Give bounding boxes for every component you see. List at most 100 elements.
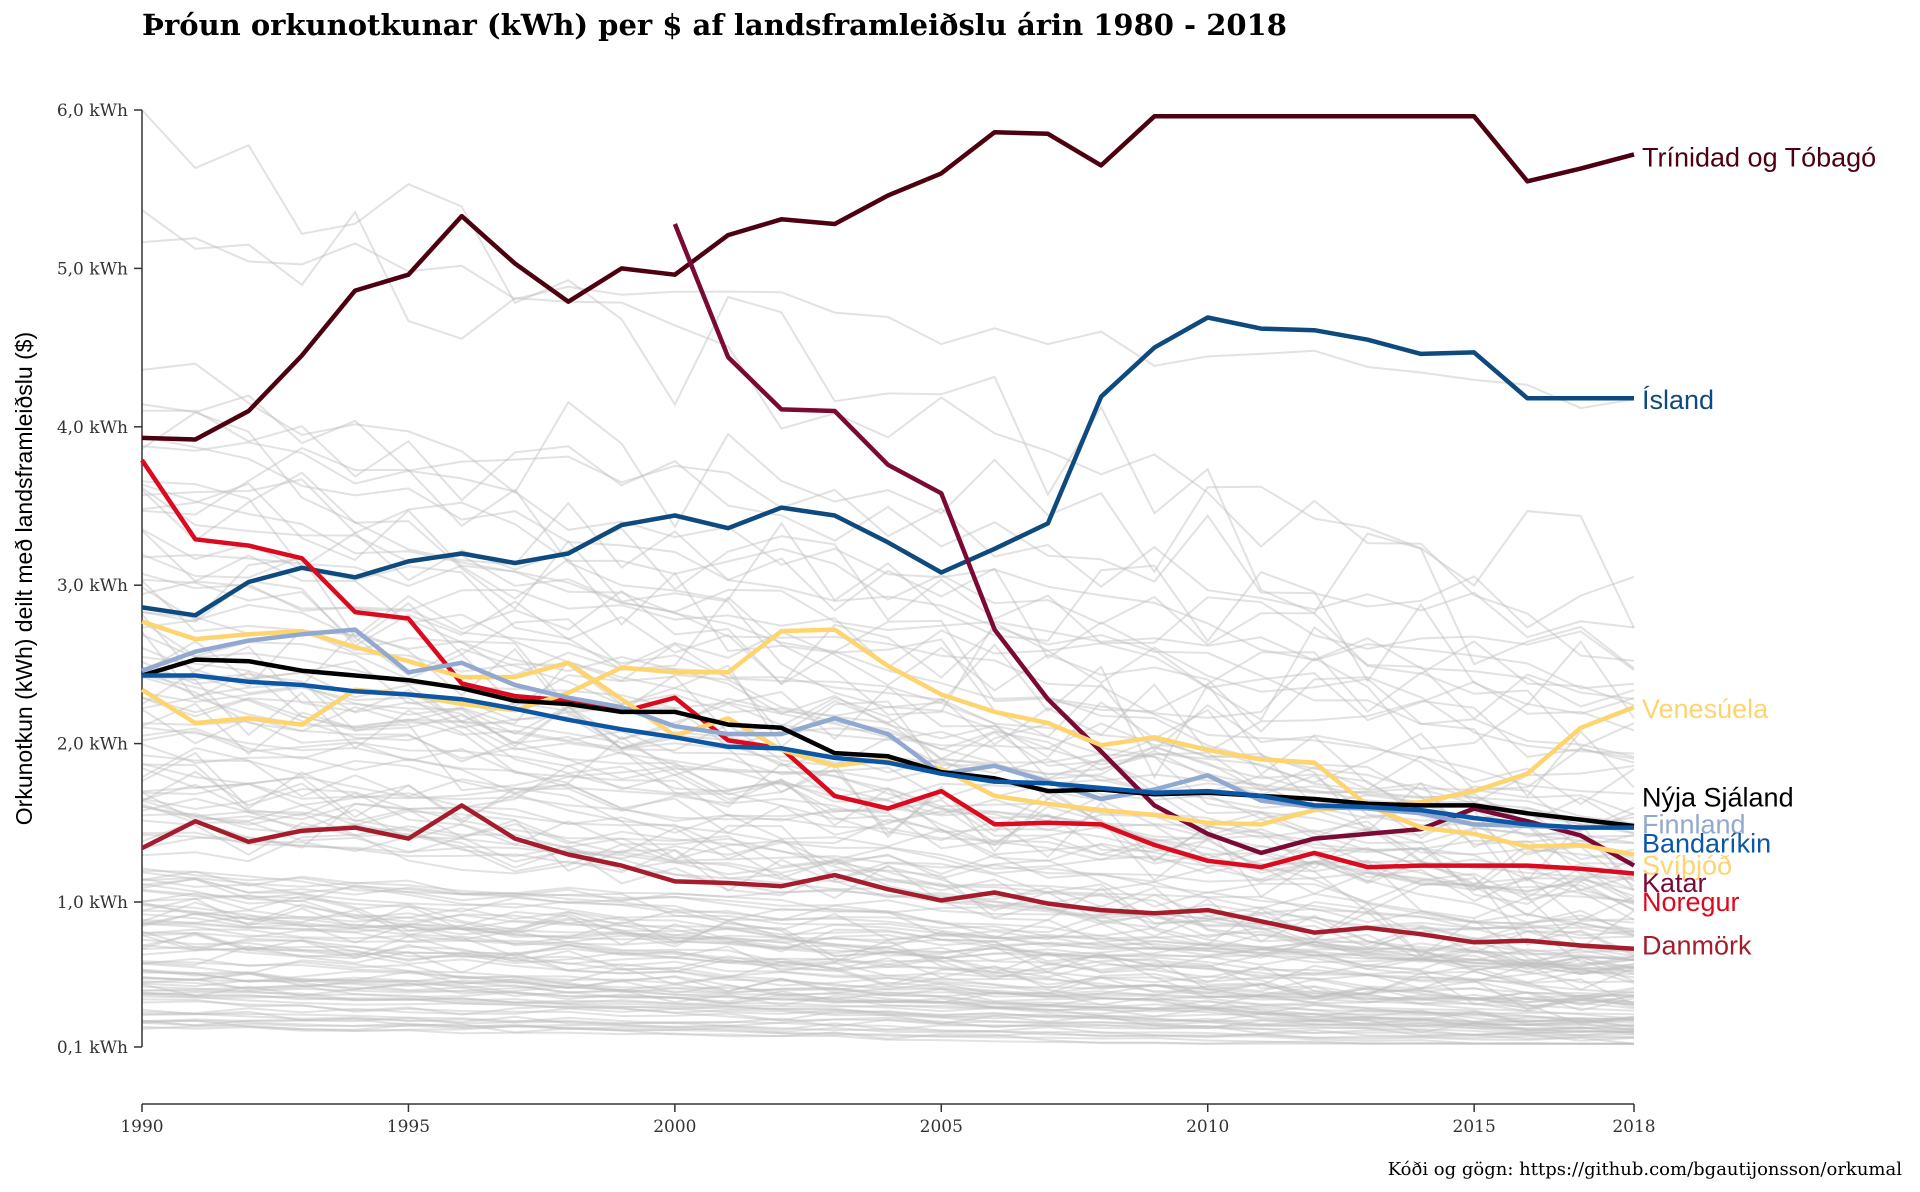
background-line bbox=[141, 696, 1635, 835]
background-line bbox=[141, 870, 1635, 933]
background-line bbox=[141, 983, 1635, 1010]
series-end-label: Nýja Sjáland bbox=[1642, 782, 1794, 812]
background-line bbox=[141, 918, 1635, 1026]
background-line bbox=[141, 676, 1635, 950]
background-line bbox=[141, 985, 1635, 1016]
background-line bbox=[141, 1018, 1635, 1037]
series-end-label: Ísland bbox=[1642, 385, 1714, 415]
background-line bbox=[141, 762, 1635, 904]
background-line bbox=[141, 1019, 1634, 1045]
background-line bbox=[141, 922, 1635, 1002]
background-line bbox=[141, 901, 1635, 991]
y-tick-label: 4,0 kWh bbox=[57, 418, 128, 438]
x-tick-label: 2000 bbox=[653, 1117, 696, 1137]
background-line bbox=[141, 435, 1635, 758]
background-line bbox=[141, 913, 1635, 1020]
background-line bbox=[141, 767, 1635, 962]
background-line bbox=[141, 869, 1635, 975]
series-end-label: Noregur bbox=[1642, 887, 1740, 917]
background-line bbox=[141, 667, 1635, 792]
y-tick-label: 6,0 kWh bbox=[57, 101, 128, 121]
background-line bbox=[141, 720, 1635, 881]
background-line bbox=[141, 976, 1635, 1027]
background-line bbox=[141, 945, 1635, 1027]
background-line bbox=[141, 631, 1635, 947]
background-line bbox=[141, 1000, 1635, 1040]
background-line bbox=[141, 978, 1635, 1026]
series-end-label: Bandaríkin bbox=[1642, 828, 1771, 858]
background-line bbox=[141, 579, 1635, 749]
background-line bbox=[141, 696, 1635, 806]
background-line bbox=[141, 878, 1635, 973]
series-line bbox=[140, 458, 1635, 876]
background-line bbox=[141, 782, 1635, 852]
axes: 0,1 kWh 1,0 kWh 2,0 kWh 3,0 kWh 4,0 kWh 5,0 k… bbox=[57, 101, 1656, 1137]
background-line bbox=[141, 979, 1635, 1004]
background-line bbox=[141, 791, 1635, 979]
background-line bbox=[141, 478, 1635, 707]
background-line bbox=[141, 915, 1635, 971]
background-line bbox=[141, 675, 1635, 917]
background-line bbox=[141, 557, 1635, 750]
background-line bbox=[141, 833, 1635, 894]
background-line bbox=[141, 580, 1635, 861]
background-line bbox=[141, 959, 1635, 1006]
background-line bbox=[141, 628, 1635, 760]
background-line bbox=[141, 932, 1635, 1013]
background-line bbox=[141, 957, 1635, 1034]
background-line bbox=[141, 930, 1635, 984]
background-line bbox=[142, 409, 1635, 629]
series-end-label: Finnland bbox=[1642, 809, 1746, 839]
series-end-label: Venesúela bbox=[1642, 694, 1769, 724]
background-line bbox=[141, 572, 1635, 827]
x-tick-label: 1995 bbox=[387, 1117, 430, 1137]
background-line bbox=[141, 934, 1635, 1010]
y-tick-label: 5,0 kWh bbox=[57, 259, 128, 279]
background-line bbox=[141, 1019, 1635, 1039]
background-line bbox=[141, 1007, 1635, 1025]
background-line bbox=[141, 833, 1635, 903]
background-line bbox=[141, 945, 1635, 1007]
background-line bbox=[141, 730, 1635, 832]
background-line bbox=[141, 812, 1635, 936]
x-tick-label: 2010 bbox=[1186, 1117, 1229, 1137]
series-line bbox=[140, 803, 1635, 951]
y-tick-label: 0,1 kWh bbox=[57, 1038, 128, 1058]
series-line bbox=[141, 657, 1635, 829]
background-line bbox=[141, 971, 1635, 999]
background-line bbox=[141, 237, 1635, 410]
x-tick-label: 2015 bbox=[1453, 1117, 1496, 1137]
background-line bbox=[141, 783, 1635, 962]
background-line bbox=[141, 903, 1635, 994]
background-line bbox=[141, 998, 1635, 1034]
background-line bbox=[141, 928, 1635, 971]
background-line bbox=[141, 991, 1635, 1023]
background-line bbox=[141, 989, 1635, 1034]
background-line bbox=[141, 883, 1635, 1008]
y-axis-label: Orkunotkun (kWh) deilt með landsframleið… bbox=[10, 331, 37, 826]
series-end-label: Trínidad og Tóbagó bbox=[1642, 143, 1876, 173]
background-line bbox=[141, 969, 1635, 1025]
y-tick-label: 2,0 kWh bbox=[57, 735, 128, 755]
background-line bbox=[141, 1008, 1635, 1045]
background-line bbox=[141, 726, 1635, 902]
background-line bbox=[141, 805, 1635, 983]
background-line bbox=[141, 933, 1635, 984]
background-line bbox=[141, 968, 1635, 1004]
background-line bbox=[141, 803, 1635, 975]
background-line bbox=[141, 980, 1635, 1006]
background-line bbox=[141, 528, 1635, 798]
background-line bbox=[141, 1019, 1634, 1045]
background-line bbox=[141, 553, 1635, 690]
background-line bbox=[141, 1016, 1635, 1033]
background-line bbox=[141, 482, 1635, 883]
series-line bbox=[142, 673, 1634, 830]
series-line bbox=[141, 315, 1634, 618]
background-country-lines bbox=[141, 109, 1635, 1045]
background-line bbox=[141, 897, 1635, 958]
background-line bbox=[141, 109, 1635, 670]
background-line bbox=[141, 903, 1635, 966]
background-line bbox=[141, 922, 1635, 959]
background-line bbox=[141, 620, 1635, 829]
